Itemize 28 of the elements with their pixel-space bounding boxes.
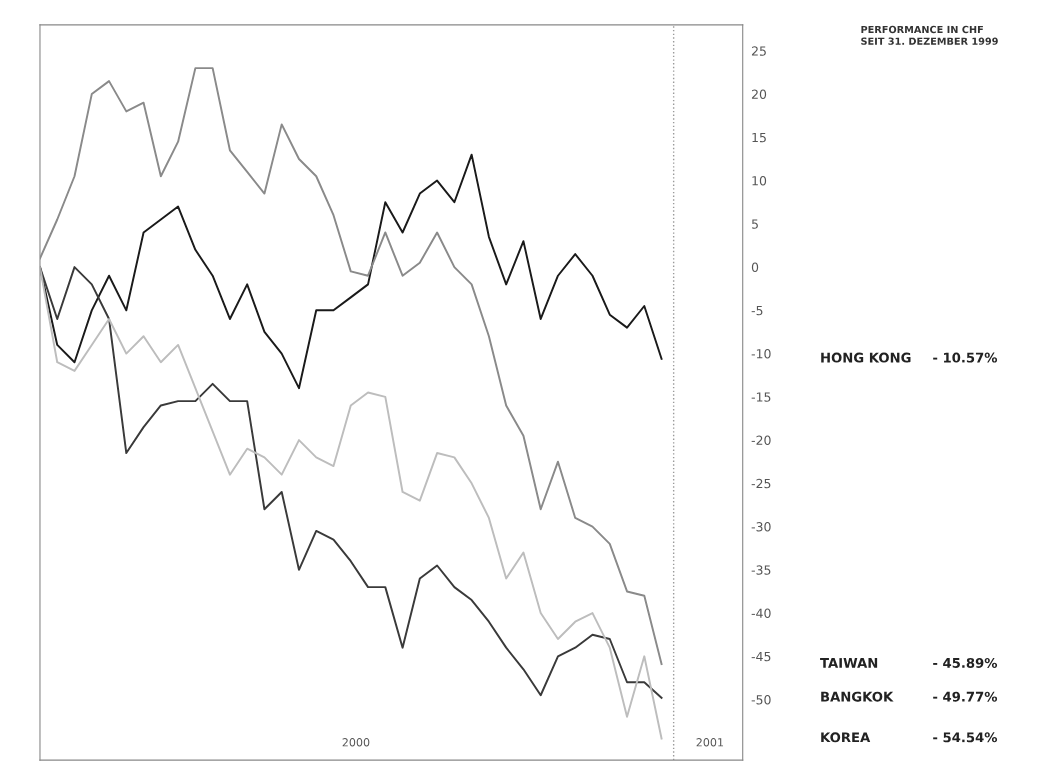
text: SEIT 31. DEZEMBER 1999 bbox=[861, 37, 998, 45]
y-tick-label: 15 bbox=[752, 132, 766, 143]
y-tick-label: -25 bbox=[751, 478, 771, 489]
y-tick-label: 10 bbox=[752, 176, 767, 186]
text: TAIWAN bbox=[820, 658, 878, 668]
text: - 54.54% bbox=[933, 732, 998, 743]
text: KOREA bbox=[821, 732, 871, 743]
y-tick-label: -5 bbox=[751, 305, 763, 316]
y-tick-label: -45 bbox=[751, 651, 771, 662]
y-tick-label: -40 bbox=[751, 608, 771, 618]
y-tick-label: -20 bbox=[751, 435, 771, 445]
y-tick-label: -35 bbox=[751, 565, 771, 575]
y-tick-label: 25 bbox=[751, 46, 766, 56]
y-tick-label: -30 bbox=[751, 522, 771, 532]
x-tick-label: 2000 bbox=[342, 738, 370, 747]
y-tick-label: 20 bbox=[751, 89, 767, 100]
x-tick-label: 2001 bbox=[696, 738, 724, 747]
text: - 49.77% bbox=[933, 691, 998, 702]
text: HONG KONG bbox=[821, 352, 911, 363]
text: BANGKOK bbox=[821, 691, 894, 702]
text: - 10.57% bbox=[933, 352, 998, 363]
y-tick-label: 5 bbox=[752, 219, 758, 229]
y-tick-label: -50 bbox=[751, 695, 771, 705]
y-tick-label: 0 bbox=[751, 262, 759, 273]
text: - 45.89% bbox=[933, 657, 998, 668]
y-tick-label: -15 bbox=[751, 392, 771, 402]
text: PERFORMANCE IN CHF bbox=[861, 25, 983, 34]
y-tick-label: -10 bbox=[751, 349, 771, 359]
